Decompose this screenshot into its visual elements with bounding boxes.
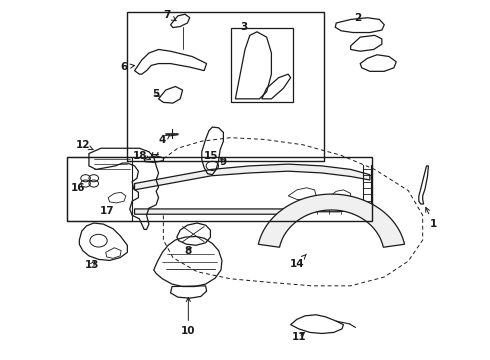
Text: 15: 15 bbox=[204, 151, 219, 161]
Text: 16: 16 bbox=[71, 183, 85, 193]
Text: 7: 7 bbox=[164, 10, 176, 21]
Text: 14: 14 bbox=[290, 254, 306, 269]
Bar bbox=[231, 28, 293, 102]
Text: 5: 5 bbox=[152, 89, 160, 99]
Text: 4: 4 bbox=[159, 135, 170, 145]
Polygon shape bbox=[135, 203, 355, 214]
Text: 12: 12 bbox=[75, 140, 93, 150]
Text: 10: 10 bbox=[181, 297, 196, 336]
Text: 11: 11 bbox=[292, 332, 306, 342]
Bar bbox=[67, 157, 132, 221]
Text: 1: 1 bbox=[426, 207, 438, 229]
Bar bbox=[67, 157, 372, 221]
Text: 9: 9 bbox=[220, 157, 227, 167]
Text: 6: 6 bbox=[121, 62, 134, 72]
Polygon shape bbox=[258, 194, 405, 247]
Text: 17: 17 bbox=[99, 206, 114, 216]
Bar bbox=[127, 13, 324, 161]
Text: 8: 8 bbox=[185, 246, 192, 256]
Text: 18: 18 bbox=[133, 151, 150, 161]
Text: 2: 2 bbox=[354, 13, 362, 23]
Text: 13: 13 bbox=[85, 260, 99, 270]
Text: 3: 3 bbox=[240, 22, 247, 32]
Polygon shape bbox=[135, 164, 370, 190]
